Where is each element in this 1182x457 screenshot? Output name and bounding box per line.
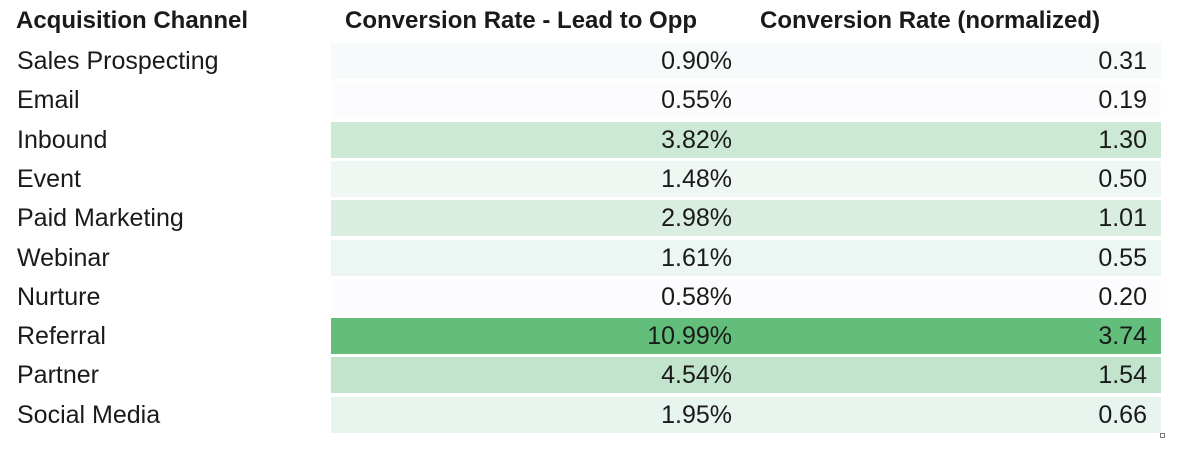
heatmap-cell (331, 278, 1161, 315)
normalized-rate-value: 3.74 (1098, 322, 1147, 351)
heatmap-cell (331, 239, 1161, 276)
table-row: Social Media 1.95% 0.66 (0, 396, 1162, 434)
channel-label: Nurture (17, 282, 101, 311)
channel-label: Sales Prospecting (17, 47, 219, 75)
conversion-rate-value: 0.58% (661, 282, 732, 311)
conversion-rate-value: 0.55% (661, 86, 732, 115)
heatmap-cell (331, 121, 1161, 158)
normalized-rate-value: 0.31 (1098, 47, 1147, 75)
channel-label: Social Media (17, 400, 161, 429)
normalized-rate-value: 0.19 (1098, 86, 1147, 115)
normalized-rate-value: 0.66 (1098, 400, 1147, 429)
conversion-rate-value: 2.98% (661, 204, 732, 233)
conversion-rate-value: 1.48% (661, 164, 732, 193)
channel-label: Event (17, 164, 81, 193)
table-row: Inbound 3.82% 1.30 (0, 121, 1162, 159)
channel-label: Referral (17, 322, 106, 351)
table-row: Sales Prospecting 0.90% 0.31 (0, 42, 1162, 80)
heatmap-cell (331, 43, 1161, 79)
normalized-rate-value: 1.54 (1098, 361, 1147, 390)
conversion-rate-value: 3.82% (661, 125, 732, 154)
heatmap-cell (331, 318, 1161, 355)
channel-label: Inbound (17, 125, 108, 154)
conversion-rate-value: 0.90% (661, 47, 732, 75)
heatmap-cell (331, 160, 1161, 197)
normalized-rate-value: 0.50 (1098, 164, 1147, 193)
channel-label: Paid Marketing (17, 204, 184, 233)
table-row: Event 1.48% 0.50 (0, 160, 1162, 198)
table-row: Partner 4.54% 1.54 (0, 356, 1162, 394)
header-acquisition-channel: Acquisition Channel (16, 7, 249, 34)
conversion-rate-value: 10.99% (647, 322, 732, 351)
normalized-rate-value: 0.55 (1098, 243, 1147, 272)
resize-handle[interactable] (1160, 433, 1165, 438)
heatmap-cell (331, 82, 1161, 119)
normalized-rate-value: 1.30 (1098, 125, 1147, 154)
table-row: Referral 10.99% 3.74 (0, 317, 1162, 355)
conversion-rate-value: 1.95% (661, 400, 732, 429)
channel-label: Webinar (17, 243, 110, 272)
conversion-rate-value: 1.61% (661, 243, 732, 272)
normalized-rate-value: 0.20 (1098, 282, 1147, 311)
table-row: Webinar 1.61% 0.55 (0, 239, 1162, 277)
header-conversion-rate-normalized: Conversion Rate (normalized) (760, 7, 1101, 34)
table-row: Nurture 0.58% 0.20 (0, 278, 1162, 316)
heatmap-cell (331, 396, 1161, 433)
channel-label: Partner (17, 361, 99, 390)
normalized-rate-value: 1.01 (1098, 204, 1147, 233)
heatmap-cell (331, 200, 1161, 237)
table-row: Email 0.55% 0.19 (0, 81, 1162, 119)
channel-label: Email (17, 86, 80, 115)
heatmap-cell (331, 357, 1161, 394)
header-conversion-rate-lead-to-opp: Conversion Rate - Lead to Opp (345, 7, 698, 34)
conversion-rate-value: 4.54% (661, 361, 732, 390)
table-row: Paid Marketing 2.98% 1.01 (0, 199, 1162, 237)
